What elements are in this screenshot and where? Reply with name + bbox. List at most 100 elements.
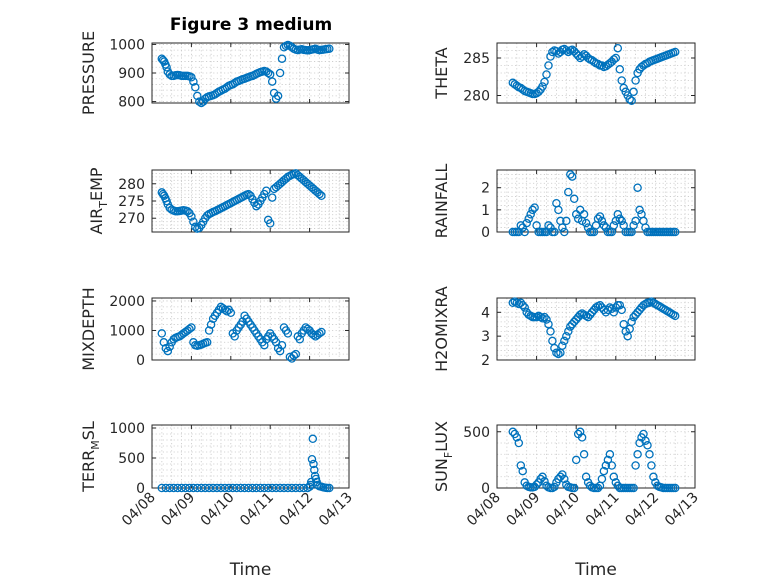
data-point (573, 51, 583, 60)
data-point (299, 483, 308, 493)
data-point (516, 461, 526, 470)
data-point (526, 311, 535, 321)
data-point (267, 483, 277, 493)
y-tick-label: 280 (118, 177, 145, 193)
y-axis-label: PRESSURE (79, 31, 98, 115)
data-point (575, 310, 585, 319)
data-point (191, 222, 200, 232)
data-point (564, 187, 573, 197)
data-point (670, 483, 680, 493)
data-point (540, 477, 549, 486)
data-point (528, 205, 537, 215)
data-point (317, 327, 326, 337)
data-point (518, 466, 527, 476)
data-point (158, 189, 168, 199)
x-tick-label: 04/12 (277, 490, 317, 530)
y-tick-label: 0 (481, 225, 490, 241)
data-point (526, 210, 535, 219)
axes-frame (496, 297, 696, 361)
data-point (569, 194, 579, 204)
data-point (267, 77, 277, 86)
data-point (581, 218, 591, 228)
data-point (200, 483, 210, 493)
data-point (542, 315, 551, 324)
data-point (599, 466, 609, 476)
data-point (603, 455, 613, 465)
data-point (560, 336, 569, 346)
data-point (252, 201, 261, 211)
x-tick-label: 04/10 (543, 490, 583, 530)
data-point (645, 450, 654, 459)
data-point (291, 483, 301, 493)
data-point (325, 483, 334, 493)
x-axis-label: Time (574, 560, 617, 580)
data-point (544, 221, 553, 230)
data-point (579, 210, 589, 219)
data-point (216, 483, 226, 493)
data-point (579, 450, 589, 459)
data-point (308, 434, 318, 444)
data-point (244, 483, 253, 493)
data-point (275, 346, 285, 356)
data-point (202, 338, 212, 347)
y-tick-label: 3 (481, 329, 490, 345)
data-point (204, 483, 214, 493)
y-tick-label: 0 (136, 481, 145, 497)
axes-frame (151, 424, 350, 489)
data-point (193, 91, 202, 101)
data-point (550, 343, 559, 353)
y-tick-label: 280 (463, 89, 490, 105)
data-point (670, 311, 680, 321)
data-point (607, 461, 617, 470)
data-point (569, 483, 579, 493)
data-point (631, 216, 640, 226)
data-point (597, 61, 607, 70)
data-point (550, 227, 559, 237)
data-point (309, 330, 318, 340)
data-point (173, 483, 182, 493)
subplot-rainfall: 0 1 2 RAINFALL (432, 164, 696, 241)
data-point (181, 483, 190, 493)
data-point (542, 70, 551, 79)
plot-area (496, 424, 696, 489)
y-tick-label: 1000 (109, 421, 145, 437)
y-axis-label: MIXDEPTH (79, 287, 98, 370)
y-tick-label: 275 (118, 194, 145, 210)
y-axis-label: H2OMIXRA (432, 286, 451, 372)
data-point (670, 227, 680, 237)
data-point (647, 461, 656, 470)
y-tick-label: 4 (481, 305, 490, 321)
axes-frame (151, 297, 350, 361)
data-point (562, 331, 571, 341)
y-axis-label: THETA (432, 47, 451, 99)
data-point (609, 221, 619, 230)
data-point (277, 340, 287, 350)
data-point (189, 77, 198, 86)
data-point (577, 52, 587, 61)
data-point (558, 341, 567, 350)
data-point (187, 73, 196, 82)
x-tick-label: 04/09 (504, 490, 544, 530)
data-point (617, 305, 626, 315)
data-point (315, 329, 324, 338)
data-point (165, 483, 174, 493)
data-point (534, 87, 543, 97)
data-point (540, 77, 549, 87)
data-point (522, 218, 531, 228)
data-point (613, 210, 623, 219)
data-point (271, 483, 281, 493)
data-point (530, 203, 539, 212)
data-point (309, 459, 318, 469)
data-point (609, 55, 619, 64)
data-point (615, 65, 625, 74)
data-point (262, 186, 271, 195)
y-tick-label: 500 (463, 425, 490, 441)
data-point (524, 214, 533, 223)
data-point (615, 214, 625, 223)
data-point (597, 216, 607, 226)
data-point (595, 212, 605, 221)
axes-frame (496, 42, 696, 104)
y-tick-label: 0 (136, 353, 145, 369)
